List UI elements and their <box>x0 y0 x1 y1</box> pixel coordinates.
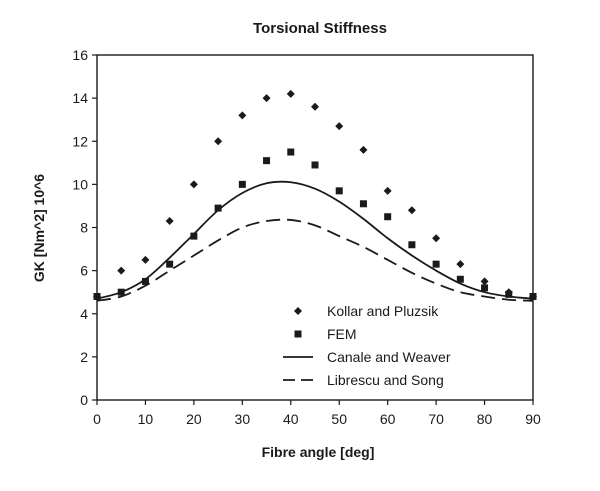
y-axis-ticks: 0 2 4 6 8 10 12 14 16 <box>72 47 97 408</box>
data-point <box>432 260 440 268</box>
data-point <box>335 122 344 131</box>
data-point <box>166 260 174 268</box>
data-point <box>117 266 126 275</box>
y-tick-label: 8 <box>80 220 88 236</box>
data-point <box>238 180 246 188</box>
data-point <box>214 137 223 146</box>
data-point <box>529 293 537 300</box>
y-axis-label: GK [Nm^2] 10^6 <box>31 174 47 282</box>
chart-title: Torsional Stiffness <box>253 20 387 37</box>
x-tick-label: 20 <box>186 411 202 427</box>
y-tick-label: 0 <box>80 392 88 408</box>
legend-item: Librescu and Song <box>283 372 444 388</box>
legend-swatch <box>294 307 302 315</box>
data-point <box>311 102 319 111</box>
series-librescu-and-song <box>96 218 534 302</box>
legend-label: Librescu and Song <box>327 372 444 388</box>
data-point <box>286 89 295 98</box>
data-point <box>214 204 222 212</box>
x-tick-label: 40 <box>283 411 299 427</box>
series-line <box>96 218 534 302</box>
y-tick-label: 6 <box>80 263 88 279</box>
series-kollar-and-pluzsik <box>93 89 537 301</box>
x-tick-label: 90 <box>525 411 541 427</box>
x-tick-label: 0 <box>93 411 101 427</box>
series-fem <box>93 148 537 300</box>
data-point <box>359 200 367 208</box>
x-axis-label: Fibre angle [deg] <box>262 444 375 460</box>
data-point <box>481 284 489 292</box>
legend: Kollar and Pluzsik FEM Canale and Weaver Li… <box>283 303 451 388</box>
data-point <box>432 234 441 243</box>
legend-swatch <box>294 330 302 338</box>
data-point <box>456 260 465 269</box>
y-tick-label: 4 <box>80 306 88 322</box>
series-line <box>96 180 534 300</box>
data-point <box>335 187 343 195</box>
data-point <box>311 161 319 169</box>
data-point <box>93 293 101 300</box>
data-point <box>383 186 392 195</box>
x-tick-label: 50 <box>331 411 347 427</box>
x-axis-ticks: 0 10 20 30 40 50 60 70 80 90 <box>93 400 541 427</box>
series-layer <box>93 89 537 302</box>
legend-label: Canale and Weaver <box>327 349 451 365</box>
data-point <box>238 111 247 120</box>
data-point <box>165 217 174 226</box>
legend-label: FEM <box>327 326 357 342</box>
data-point <box>456 275 464 283</box>
data-point <box>407 206 416 215</box>
data-point <box>141 255 150 264</box>
data-point <box>384 213 392 221</box>
legend-item: Canale and Weaver <box>283 349 451 365</box>
y-tick-label: 12 <box>72 133 88 149</box>
legend-item: Kollar and Pluzsik <box>294 303 439 319</box>
data-point <box>190 232 198 240</box>
data-point <box>359 145 368 154</box>
y-tick-label: 14 <box>72 90 88 106</box>
data-point <box>189 180 198 189</box>
legend-label: Kollar and Pluzsik <box>327 303 439 319</box>
x-tick-label: 80 <box>477 411 493 427</box>
x-tick-label: 30 <box>235 411 251 427</box>
x-tick-label: 10 <box>138 411 154 427</box>
data-point <box>141 277 149 285</box>
y-tick-label: 10 <box>72 176 88 192</box>
data-point <box>263 157 271 165</box>
data-point <box>505 290 513 298</box>
y-tick-label: 16 <box>72 47 88 63</box>
legend-item: FEM <box>294 326 357 342</box>
series-canale-and-weaver <box>96 180 534 300</box>
y-tick-label: 2 <box>80 349 88 365</box>
data-point <box>287 148 295 156</box>
x-tick-label: 70 <box>428 411 444 427</box>
x-tick-label: 60 <box>380 411 396 427</box>
data-point <box>262 94 271 103</box>
data-point <box>408 241 416 249</box>
data-point <box>480 277 489 286</box>
